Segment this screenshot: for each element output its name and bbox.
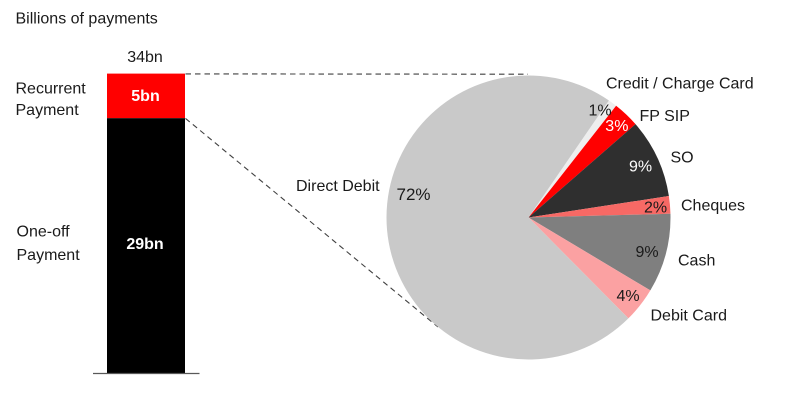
- svg-text:29bn: 29bn: [126, 236, 163, 253]
- svg-text:1%: 1%: [589, 103, 612, 120]
- svg-text:9%: 9%: [636, 244, 659, 261]
- svg-text:Credit / Charge Card: Credit / Charge Card: [606, 75, 754, 92]
- svg-text:Payment: Payment: [16, 102, 80, 119]
- svg-text:FP SIP: FP SIP: [640, 108, 690, 125]
- svg-text:5bn: 5bn: [131, 88, 159, 105]
- svg-text:4%: 4%: [617, 288, 640, 305]
- svg-text:72%: 72%: [397, 185, 431, 204]
- svg-text:One-off: One-off: [17, 224, 71, 241]
- svg-text:Recurrent: Recurrent: [16, 80, 87, 97]
- svg-text:Cash: Cash: [678, 253, 715, 270]
- svg-text:34bn: 34bn: [127, 49, 163, 66]
- svg-text:Cheques: Cheques: [681, 198, 745, 215]
- svg-text:Debit Card: Debit Card: [651, 307, 727, 324]
- svg-text:2%: 2%: [644, 200, 667, 217]
- svg-text:Payment: Payment: [17, 247, 81, 264]
- svg-text:Direct Debit: Direct Debit: [296, 178, 380, 195]
- svg-text:9%: 9%: [629, 158, 652, 175]
- svg-text:SO: SO: [671, 150, 694, 167]
- svg-text:3%: 3%: [605, 118, 628, 135]
- svg-text:Billions of payments: Billions of payments: [16, 10, 158, 27]
